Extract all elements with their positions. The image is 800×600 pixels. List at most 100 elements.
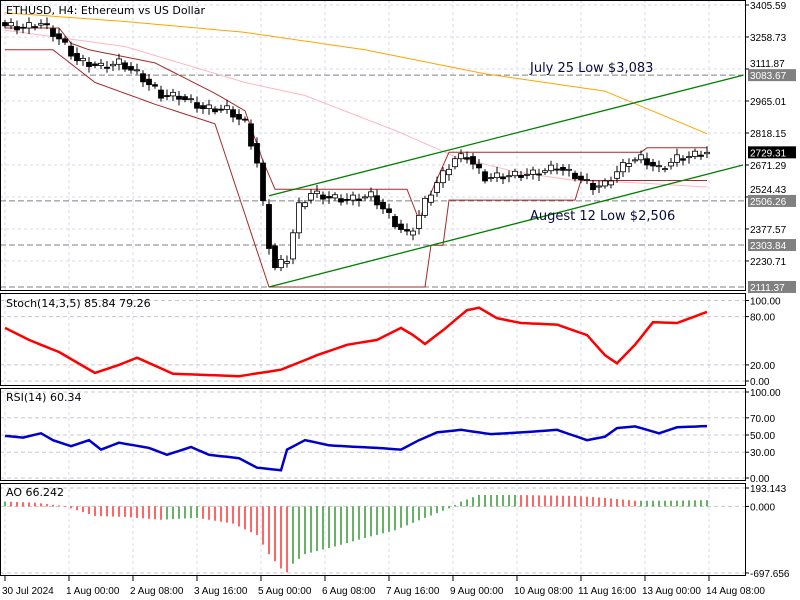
bearish-candle[interactable] bbox=[482, 171, 488, 182]
bearish-candle[interactable] bbox=[386, 208, 392, 213]
bullish-candle[interactable] bbox=[8, 22, 14, 27]
bearish-candle[interactable] bbox=[194, 102, 200, 109]
bullish-candle[interactable] bbox=[656, 165, 662, 168]
bullish-candle[interactable] bbox=[542, 170, 548, 173]
bullish-candle[interactable] bbox=[620, 162, 626, 173]
bearish-candle[interactable] bbox=[392, 216, 398, 228]
bullish-candle[interactable] bbox=[116, 58, 122, 65]
bearish-candle[interactable] bbox=[164, 95, 170, 97]
bullish-candle[interactable] bbox=[674, 154, 680, 163]
bullish-candle[interactable] bbox=[692, 150, 698, 157]
bullish-candle[interactable] bbox=[596, 185, 602, 188]
bearish-candle[interactable] bbox=[272, 245, 278, 269]
bearish-candle[interactable] bbox=[248, 123, 254, 147]
bullish-candle[interactable] bbox=[350, 194, 356, 201]
bearish-candle[interactable] bbox=[476, 163, 482, 169]
price-panel[interactable] bbox=[0, 12, 745, 288]
bullish-candle[interactable] bbox=[170, 91, 176, 97]
bullish-candle[interactable] bbox=[566, 168, 572, 171]
bullish-candle[interactable] bbox=[512, 170, 518, 177]
bullish-candle[interactable] bbox=[38, 23, 44, 26]
bearish-candle[interactable] bbox=[266, 204, 272, 249]
bearish-candle[interactable] bbox=[218, 108, 224, 111]
bullish-candle[interactable] bbox=[368, 191, 374, 198]
bullish-candle[interactable] bbox=[26, 22, 32, 29]
bearish-candle[interactable] bbox=[344, 198, 350, 201]
bearish-candle[interactable] bbox=[182, 96, 188, 101]
bullish-candle[interactable] bbox=[662, 168, 668, 171]
bearish-candle[interactable] bbox=[32, 26, 38, 29]
bearish-candle[interactable] bbox=[560, 167, 566, 171]
stochastic-panel[interactable] bbox=[4, 306, 708, 378]
bearish-candle[interactable] bbox=[20, 26, 26, 29]
bearish-candle[interactable] bbox=[464, 157, 470, 160]
bearish-candle[interactable] bbox=[2, 22, 8, 27]
bullish-candle[interactable] bbox=[614, 171, 620, 179]
bullish-candle[interactable] bbox=[362, 196, 368, 199]
bullish-candle[interactable] bbox=[410, 230, 416, 236]
bearish-candle[interactable] bbox=[44, 23, 50, 26]
bearish-candle[interactable] bbox=[374, 195, 380, 206]
bearish-candle[interactable] bbox=[470, 156, 476, 165]
bullish-candle[interactable] bbox=[494, 172, 500, 179]
bearish-candle[interactable] bbox=[242, 118, 248, 121]
bullish-candle[interactable] bbox=[422, 197, 428, 216]
bearish-candle[interactable] bbox=[554, 168, 560, 171]
bearish-candle[interactable] bbox=[212, 108, 218, 113]
bullish-candle[interactable] bbox=[458, 153, 464, 160]
bearish-candle[interactable] bbox=[578, 175, 584, 181]
bullish-candle[interactable] bbox=[434, 182, 440, 193]
bearish-candle[interactable] bbox=[200, 105, 206, 110]
bullish-candle[interactable] bbox=[416, 214, 422, 229]
bearish-candle[interactable] bbox=[56, 33, 62, 40]
bearish-candle[interactable] bbox=[122, 62, 128, 70]
bullish-candle[interactable] bbox=[314, 190, 320, 194]
bullish-candle[interactable] bbox=[524, 174, 530, 176]
trend-channel-lower-line[interactable] bbox=[268, 164, 744, 288]
bullish-candle[interactable] bbox=[332, 194, 338, 199]
bullish-candle[interactable] bbox=[626, 163, 632, 167]
bullish-candle[interactable] bbox=[98, 62, 104, 66]
bullish-candle[interactable] bbox=[308, 193, 314, 201]
bearish-candle[interactable] bbox=[326, 196, 332, 199]
bearish-candle[interactable] bbox=[152, 84, 158, 87]
bearish-candle[interactable] bbox=[356, 198, 362, 201]
bearish-candle[interactable] bbox=[230, 109, 236, 118]
bearish-candle[interactable] bbox=[680, 158, 686, 161]
bearish-candle[interactable] bbox=[14, 26, 20, 31]
bullish-candle[interactable] bbox=[632, 159, 638, 162]
bullish-candle[interactable] bbox=[206, 104, 212, 110]
bearish-candle[interactable] bbox=[68, 45, 74, 57]
bearish-candle[interactable] bbox=[236, 114, 242, 120]
bullish-candle[interactable] bbox=[602, 180, 608, 187]
bullish-candle[interactable] bbox=[110, 63, 116, 67]
bullish-candle[interactable] bbox=[134, 69, 140, 72]
bearish-candle[interactable] bbox=[404, 229, 410, 232]
bearish-candle[interactable] bbox=[518, 174, 524, 178]
bearish-candle[interactable] bbox=[50, 28, 56, 37]
bullish-candle[interactable] bbox=[446, 168, 452, 176]
bearish-candle[interactable] bbox=[260, 162, 266, 201]
ao-panel[interactable] bbox=[4, 494, 708, 573]
bearish-candle[interactable] bbox=[500, 176, 506, 180]
bullish-candle[interactable] bbox=[608, 180, 614, 186]
bearish-candle[interactable] bbox=[650, 161, 656, 167]
bullish-candle[interactable] bbox=[488, 177, 494, 180]
bearish-candle[interactable] bbox=[536, 173, 542, 176]
bullish-candle[interactable] bbox=[530, 169, 536, 175]
bearish-candle[interactable] bbox=[104, 66, 110, 69]
bearish-candle[interactable] bbox=[92, 63, 98, 66]
bullish-candle[interactable] bbox=[704, 151, 710, 155]
bullish-candle[interactable] bbox=[638, 154, 644, 161]
bullish-candle[interactable] bbox=[80, 57, 86, 62]
bearish-candle[interactable] bbox=[158, 89, 164, 99]
bearish-candle[interactable] bbox=[338, 198, 344, 203]
bullish-candle[interactable] bbox=[296, 202, 302, 234]
bearish-candle[interactable] bbox=[146, 78, 152, 86]
bullish-candle[interactable] bbox=[224, 105, 230, 110]
bearish-candle[interactable] bbox=[176, 95, 182, 100]
bearish-candle[interactable] bbox=[86, 61, 92, 67]
bullish-candle[interactable] bbox=[584, 179, 590, 181]
bullish-candle[interactable] bbox=[428, 194, 434, 203]
bearish-candle[interactable] bbox=[74, 53, 80, 62]
